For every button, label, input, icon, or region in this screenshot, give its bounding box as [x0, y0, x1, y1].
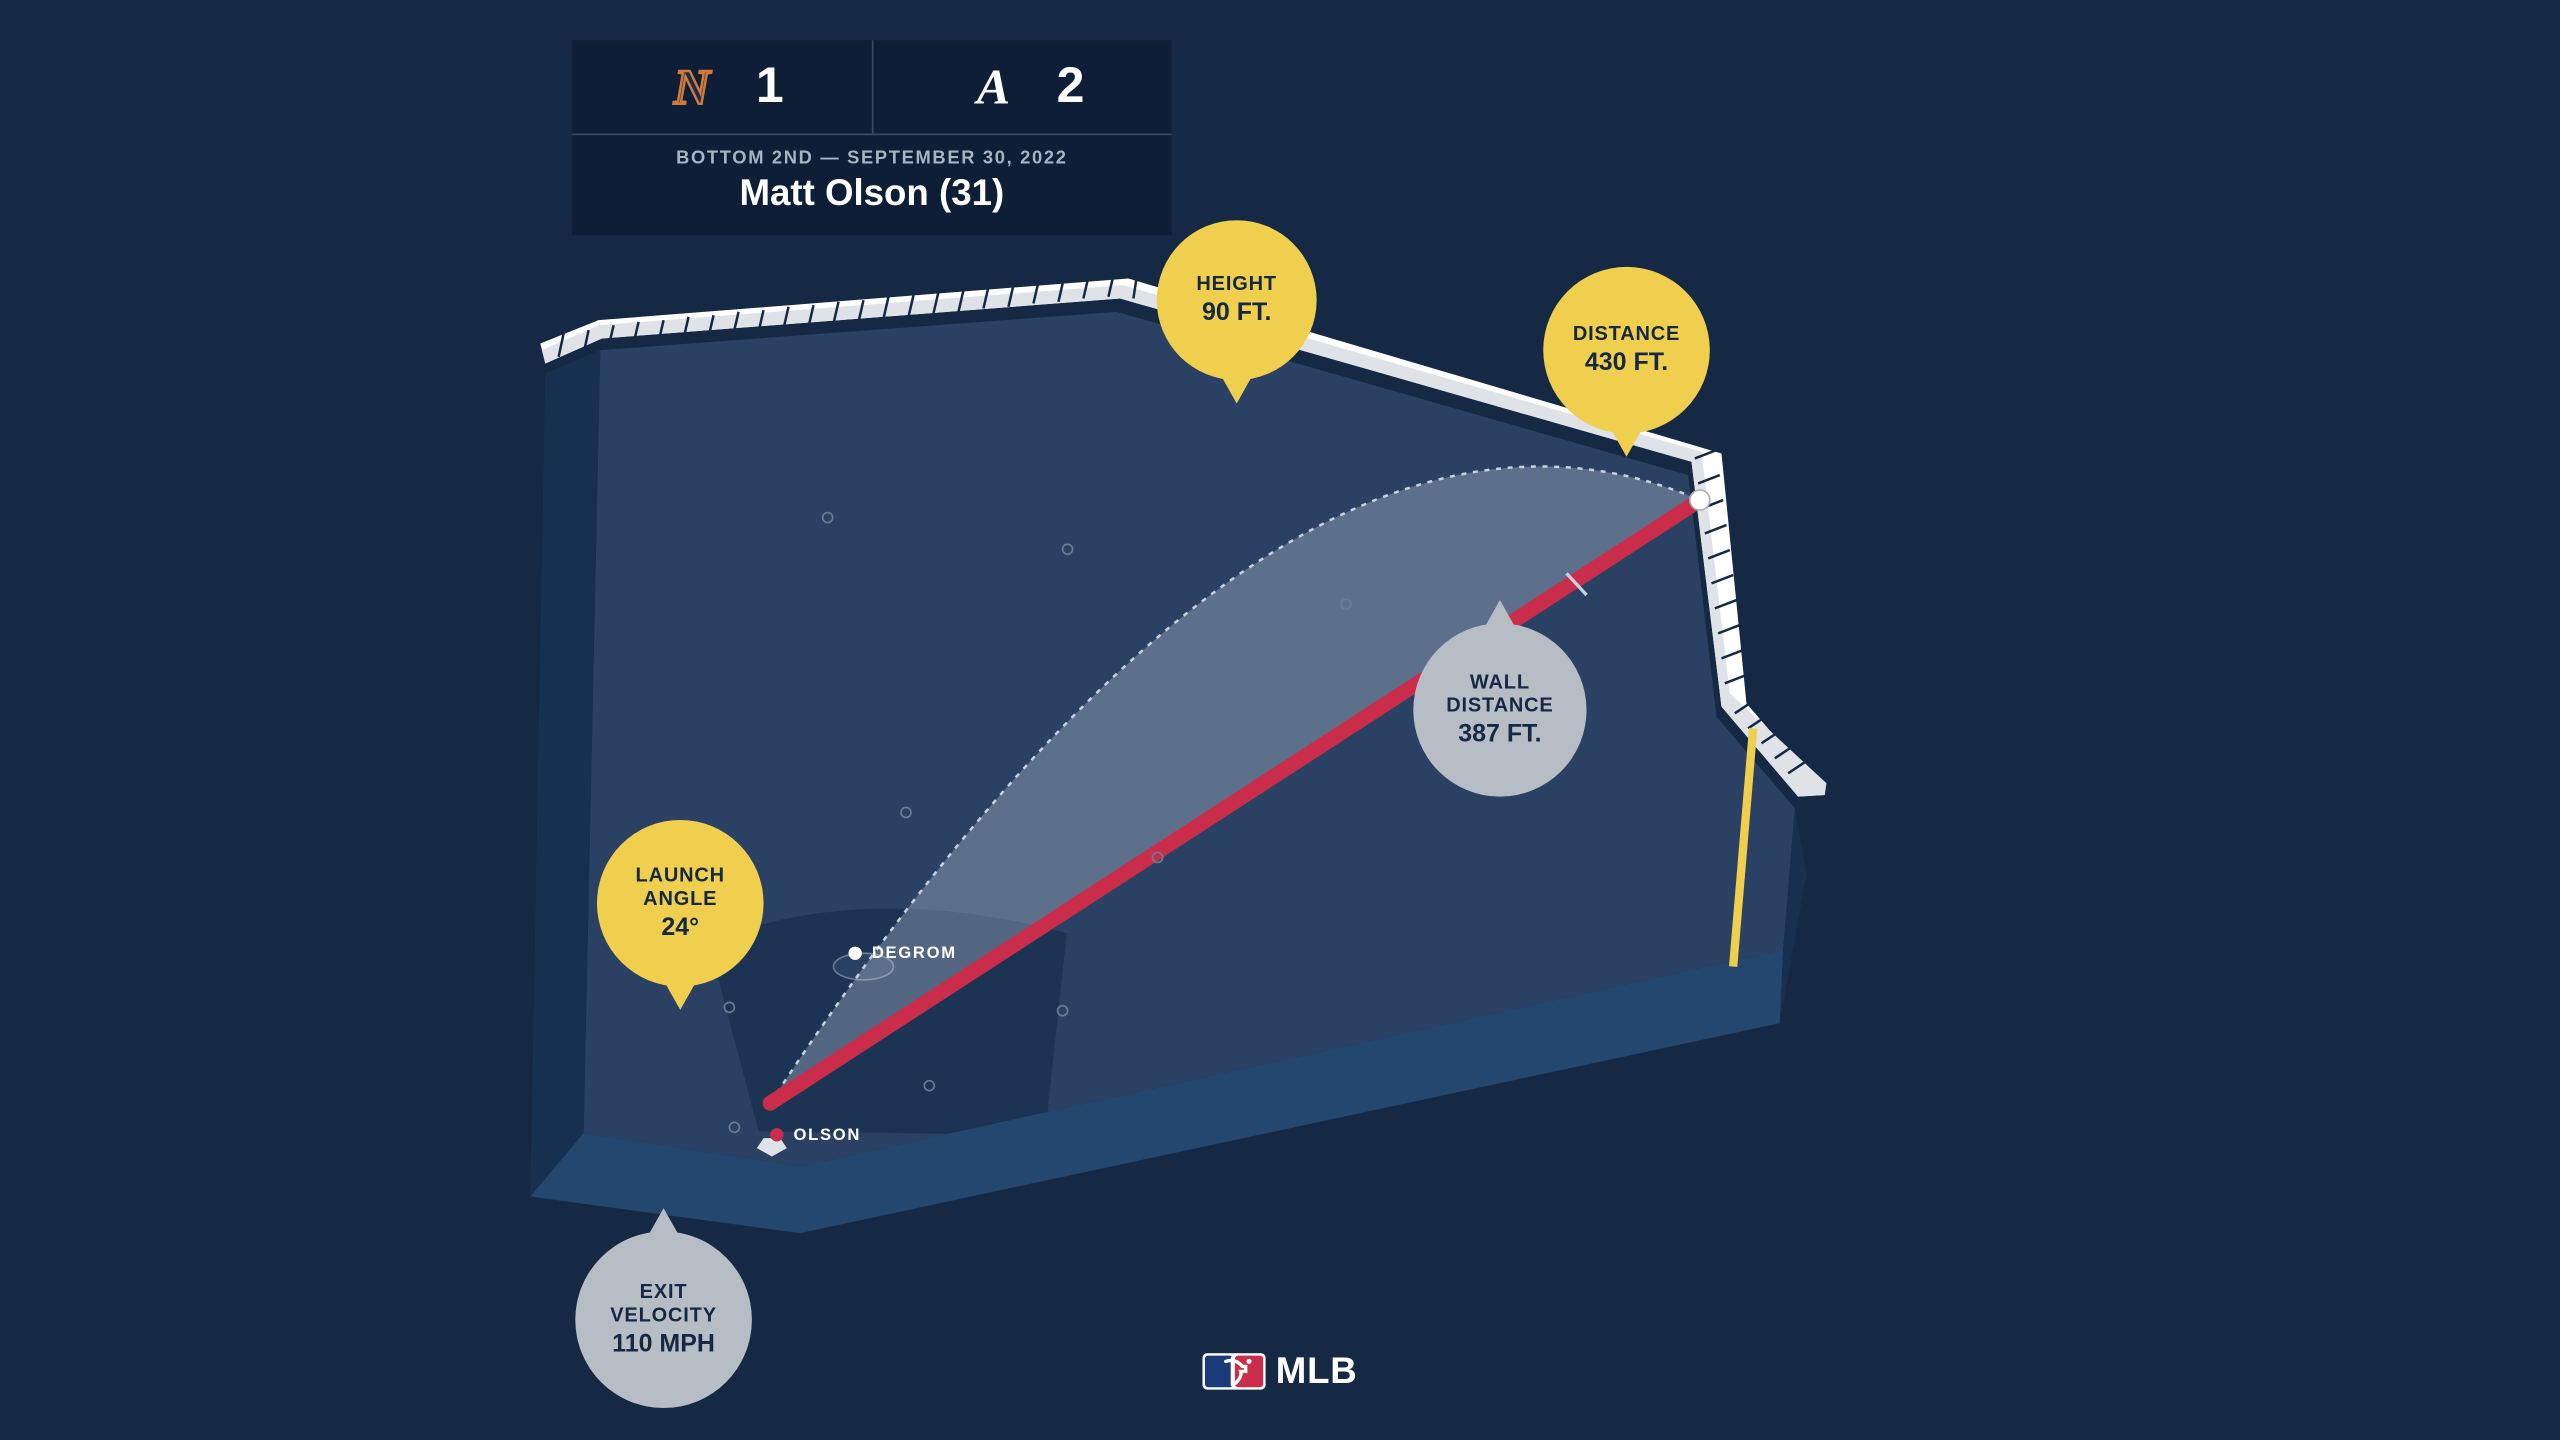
callout-exit-velocity: EXIT VELOCITY 110 MPH	[575, 1208, 752, 1408]
callout-value: 110 MPH	[612, 1329, 715, 1358]
position-dot	[1057, 1005, 1069, 1017]
callout-bubble: HEIGHT 90 FT.	[1157, 220, 1317, 380]
callout-tail	[1222, 377, 1252, 404]
mlb-logo-icon	[1202, 1353, 1265, 1390]
position-dot	[1340, 598, 1352, 610]
callout-bubble: DISTANCE 430 FT.	[1543, 267, 1710, 434]
situation-panel: BOTTOM 2ND — SEPTEMBER 30, 2022 Matt Ols…	[572, 134, 1172, 236]
callout-label: DISTANCE	[1573, 323, 1680, 346]
callout-bubble: LAUNCH ANGLE 24°	[597, 820, 764, 987]
ball-landing	[1690, 490, 1710, 510]
callout-value: 90 FT.	[1202, 298, 1271, 327]
away-score: 1	[756, 59, 784, 116]
callout-label: DISTANCE	[1446, 695, 1553, 718]
player-name: Matt Olson (31)	[572, 172, 1172, 215]
field-diagram	[1, 0, 2560, 1439]
mets-logo-icon: N	[659, 54, 726, 121]
scoreboard: N 1 A 2 BOTTOM 2ND — SEPTEMBER 30, 2022 …	[572, 40, 1172, 235]
callout-bubble: EXIT VELOCITY 110 MPH	[575, 1231, 752, 1408]
pitcher-label: DEGROM	[872, 945, 957, 963]
position-dot	[900, 807, 912, 819]
position-dot	[729, 1122, 741, 1134]
position-dot	[923, 1080, 935, 1092]
pitcher-dot	[849, 947, 862, 960]
position-dot	[1062, 543, 1074, 555]
position-dot	[822, 512, 834, 524]
braves-logo-icon: A	[960, 54, 1027, 121]
callout-distance: DISTANCE 430 FT.	[1543, 267, 1710, 457]
callout-launch-angle: LAUNCH ANGLE 24°	[597, 820, 764, 1010]
position-dot	[1152, 852, 1164, 864]
mlb-text: MLB	[1276, 1350, 1358, 1393]
away-team: N 1	[572, 40, 873, 133]
home-score: 2	[1057, 59, 1085, 116]
callout-height: HEIGHT 90 FT.	[1157, 220, 1317, 403]
callout-value: 387 FT.	[1458, 719, 1541, 748]
callout-label: EXIT	[640, 1282, 688, 1305]
home-team: A 2	[873, 40, 1172, 133]
svg-text:N: N	[674, 59, 713, 115]
callout-tail	[665, 983, 695, 1010]
batter-dot	[770, 1128, 783, 1141]
callout-label: HEIGHT	[1196, 273, 1277, 296]
callout-tail	[1612, 430, 1642, 457]
graphic-canvas: HEIGHT 90 FT. DISTANCE 430 FT. WALL DIST…	[1, 0, 2560, 1439]
callout-value: 430 FT.	[1585, 348, 1668, 377]
callout-label: WALL	[1470, 672, 1530, 695]
svg-text:A: A	[974, 59, 1010, 115]
mlb-brand: MLB	[1202, 1350, 1357, 1393]
callout-value: 24°	[661, 913, 699, 942]
callout-label: LAUNCH	[636, 865, 725, 888]
callout-bubble: WALL DISTANCE 387 FT.	[1413, 623, 1586, 796]
callout-label: ANGLE	[643, 888, 717, 911]
situation-text: BOTTOM 2ND — SEPTEMBER 30, 2022	[572, 149, 1172, 169]
callout-wall-distance: WALL DISTANCE 387 FT.	[1413, 600, 1586, 797]
score-row: N 1 A 2	[572, 40, 1172, 133]
callout-label: VELOCITY	[610, 1305, 717, 1328]
batter-label: OLSON	[794, 1127, 862, 1145]
